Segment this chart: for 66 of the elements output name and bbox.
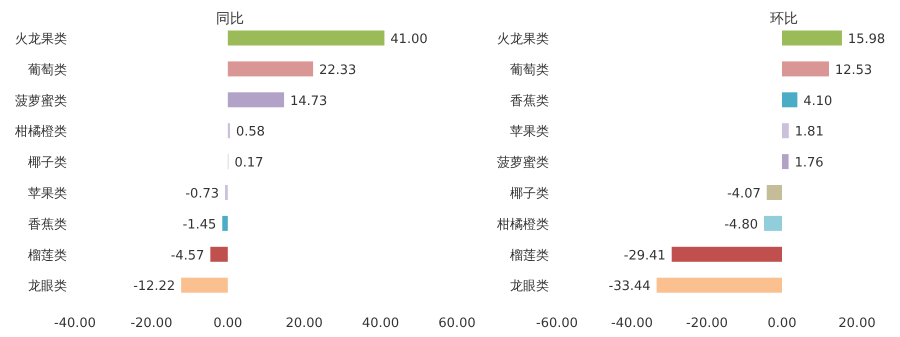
data-label: 15.98 [848,32,886,47]
data-label: 0.58 [236,124,265,140]
x-tick-label: 40.00 [362,316,400,331]
y-tick-label: 龙眼类 [510,279,549,294]
bar [656,278,782,293]
bar [228,61,314,76]
bar [782,61,829,76]
data-label: 1.81 [794,124,824,140]
data-label: -4.57 [170,248,204,264]
data-label: -33.44 [608,279,651,294]
bar [766,185,782,200]
y-tick-label: 榴莲类 [28,248,67,264]
data-label: 0.17 [234,156,264,171]
data-label: 12.53 [834,62,872,78]
y-tick-label: 苹果类 [510,124,549,140]
bar [222,216,228,231]
y-tick-label: 柑橘橙类 [14,124,67,140]
x-tick-label: 20.00 [838,316,876,331]
bar [228,30,384,46]
x-tick-label: -20.00 [686,316,728,331]
y-tick-label: 苹果类 [28,186,67,202]
x-tick-label: 0.00 [213,316,242,331]
x-tick-label: 20.00 [286,316,323,331]
bar [782,154,789,170]
bar [672,246,782,262]
x-tick-label: 0.00 [768,316,796,331]
data-label: -4.80 [724,217,758,232]
bar [782,123,789,138]
chart-title: 同比 [216,11,244,27]
data-label: -12.22 [133,279,176,294]
data-label: 1.76 [794,156,824,171]
x-tick-label: -40.00 [611,316,653,331]
data-label: 14.73 [290,94,328,109]
x-tick-label: -60.00 [536,316,578,331]
data-label: -29.41 [624,248,666,264]
y-tick-label: 菠萝蜜类 [497,154,549,171]
data-label: 41.00 [390,32,428,47]
y-tick-label: 榴莲类 [510,248,549,264]
bar [225,185,228,200]
data-label: -1.45 [182,217,216,232]
data-label: -0.73 [185,186,220,202]
bar [228,92,284,108]
x-tick-label: 60.00 [438,316,476,331]
y-tick-label: 香蕉类 [510,94,549,109]
bar [782,30,842,46]
y-tick-label: 火龙果类 [15,32,67,47]
y-tick-label: 柑橘橙类 [496,217,549,232]
y-tick-label: 菠萝蜜类 [15,92,67,109]
y-tick-label: 葡萄类 [510,62,549,78]
x-tick-label: -20.00 [130,316,172,331]
y-tick-label: 火龙果类 [497,32,549,47]
data-label: -4.07 [727,186,761,202]
y-tick-label: 龙眼类 [28,279,67,294]
data-label: 22.33 [319,62,356,78]
bar [782,92,798,108]
y-tick-label: 椰子类 [510,186,549,202]
x-tick-label: -40.00 [54,316,96,331]
bar [228,123,230,138]
bar [181,278,228,293]
y-tick-label: 香蕉类 [28,217,67,232]
chart-title: 环比 [770,11,798,27]
y-tick-label: 椰子类 [28,156,67,171]
data-label: 4.10 [803,94,832,109]
y-tick-label: 葡萄类 [28,62,67,78]
bar [764,216,782,231]
bar [210,246,228,262]
